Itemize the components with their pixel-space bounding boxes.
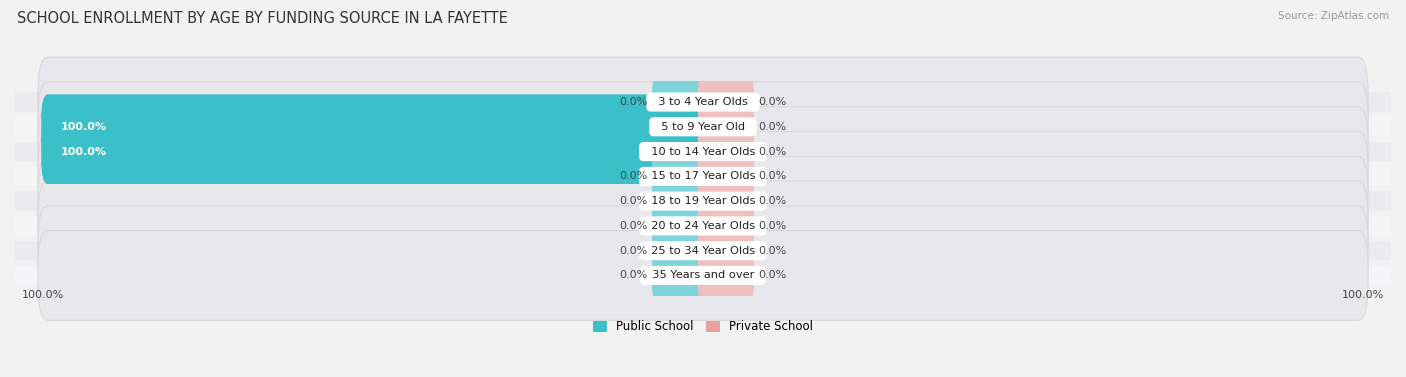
Text: SCHOOL ENROLLMENT BY AGE BY FUNDING SOURCE IN LA FAYETTE: SCHOOL ENROLLMENT BY AGE BY FUNDING SOUR… <box>17 11 508 26</box>
Text: 0.0%: 0.0% <box>759 97 787 107</box>
FancyBboxPatch shape <box>697 224 754 277</box>
FancyBboxPatch shape <box>38 231 1368 320</box>
FancyBboxPatch shape <box>38 57 1368 147</box>
Text: 0.0%: 0.0% <box>759 221 787 231</box>
FancyBboxPatch shape <box>15 167 1391 186</box>
Text: 35 Years and over: 35 Years and over <box>645 270 761 280</box>
FancyBboxPatch shape <box>15 241 1391 261</box>
Text: 100.0%: 100.0% <box>60 147 107 156</box>
Text: 0.0%: 0.0% <box>759 171 787 181</box>
FancyBboxPatch shape <box>652 200 709 252</box>
Text: 0.0%: 0.0% <box>759 270 787 280</box>
Text: Source: ZipAtlas.com: Source: ZipAtlas.com <box>1278 11 1389 21</box>
FancyBboxPatch shape <box>38 132 1368 221</box>
FancyBboxPatch shape <box>697 249 754 302</box>
FancyBboxPatch shape <box>697 200 754 252</box>
Text: 100.0%: 100.0% <box>60 122 107 132</box>
FancyBboxPatch shape <box>15 92 1391 112</box>
Text: 0.0%: 0.0% <box>759 147 787 156</box>
FancyBboxPatch shape <box>15 216 1391 236</box>
Text: 0.0%: 0.0% <box>759 122 787 132</box>
FancyBboxPatch shape <box>38 82 1368 172</box>
Text: 20 to 24 Year Olds: 20 to 24 Year Olds <box>644 221 762 231</box>
Text: 5 to 9 Year Old: 5 to 9 Year Old <box>654 122 752 132</box>
FancyBboxPatch shape <box>15 192 1391 211</box>
FancyBboxPatch shape <box>15 142 1391 161</box>
FancyBboxPatch shape <box>41 119 710 184</box>
Text: 0.0%: 0.0% <box>759 196 787 206</box>
Text: 25 to 34 Year Olds: 25 to 34 Year Olds <box>644 246 762 256</box>
Text: 10 to 14 Year Olds: 10 to 14 Year Olds <box>644 147 762 156</box>
FancyBboxPatch shape <box>15 266 1391 285</box>
FancyBboxPatch shape <box>697 76 754 128</box>
Text: 0.0%: 0.0% <box>619 97 647 107</box>
FancyBboxPatch shape <box>697 101 754 153</box>
Text: 100.0%: 100.0% <box>21 290 63 300</box>
Text: 15 to 17 Year Olds: 15 to 17 Year Olds <box>644 171 762 181</box>
FancyBboxPatch shape <box>38 107 1368 196</box>
FancyBboxPatch shape <box>652 76 709 128</box>
Text: 0.0%: 0.0% <box>619 270 647 280</box>
Legend: Public School, Private School: Public School, Private School <box>588 316 818 338</box>
FancyBboxPatch shape <box>41 94 710 159</box>
FancyBboxPatch shape <box>652 249 709 302</box>
Text: 0.0%: 0.0% <box>619 246 647 256</box>
FancyBboxPatch shape <box>697 150 754 202</box>
Text: 0.0%: 0.0% <box>619 221 647 231</box>
FancyBboxPatch shape <box>652 150 709 202</box>
FancyBboxPatch shape <box>697 125 754 178</box>
Text: 0.0%: 0.0% <box>619 196 647 206</box>
FancyBboxPatch shape <box>652 175 709 227</box>
Text: 0.0%: 0.0% <box>759 246 787 256</box>
FancyBboxPatch shape <box>697 175 754 227</box>
FancyBboxPatch shape <box>38 181 1368 271</box>
FancyBboxPatch shape <box>38 206 1368 296</box>
FancyBboxPatch shape <box>38 156 1368 246</box>
Text: 3 to 4 Year Olds: 3 to 4 Year Olds <box>651 97 755 107</box>
Text: 100.0%: 100.0% <box>1343 290 1385 300</box>
Text: 18 to 19 Year Olds: 18 to 19 Year Olds <box>644 196 762 206</box>
FancyBboxPatch shape <box>652 224 709 277</box>
FancyBboxPatch shape <box>15 117 1391 136</box>
Text: 0.0%: 0.0% <box>619 171 647 181</box>
